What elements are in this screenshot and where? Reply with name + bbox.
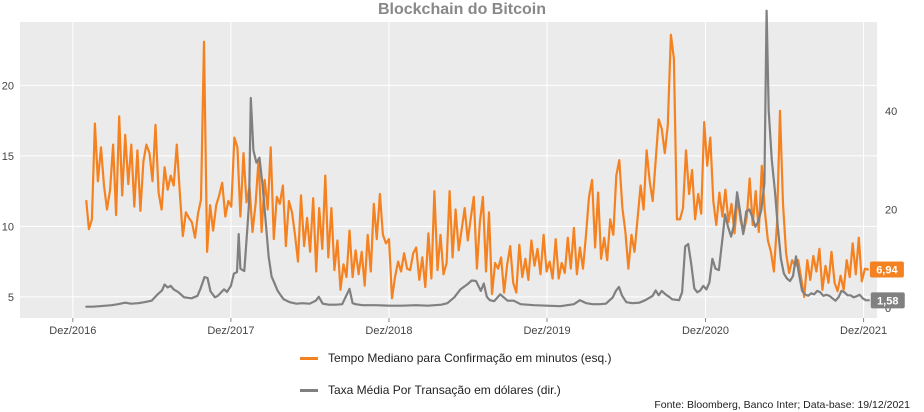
plot-background [20, 22, 877, 318]
end-label-box [869, 261, 904, 278]
grid [20, 22, 877, 318]
legend-label-tempo: Tempo Mediano para Confirmação em minuto… [328, 351, 612, 365]
y-right-tick-label: 20 [885, 204, 897, 216]
x-tick-label: Dez/2020 [682, 325, 729, 337]
x-tick-label: Dez/2019 [523, 325, 570, 337]
y-left-tick-label: 10 [2, 221, 14, 233]
end-label-taxa: 1,58 [870, 292, 905, 309]
legend: Tempo Mediano para Confirmação em minuto… [300, 346, 611, 410]
chart-title: Blockchain do Bitcoin [378, 1, 546, 18]
y-left-tick-label: 15 [2, 151, 14, 163]
legend-item-taxa: Taxa Média Por Transação em dólares (dir… [300, 378, 611, 402]
x-tick-label: Dez/2018 [365, 325, 412, 337]
legend-item-tempo: Tempo Mediano para Confirmação em minuto… [300, 346, 611, 370]
end-label-text: 1,58 [877, 295, 898, 307]
y-right-tick-label: 40 [885, 106, 897, 118]
x-tick-label: Dez/2021 [840, 325, 887, 337]
source-note: Fonte: Bloomberg, Banco Inter; Data-base… [654, 399, 910, 411]
end-labels: 6,94 1,58 [869, 261, 905, 309]
legend-swatch-gray [300, 388, 318, 392]
y-left-tick-label: 20 [2, 80, 14, 92]
x-tick-label: Dez/2016 [49, 325, 96, 337]
end-label-tempo: 6,94 [869, 261, 904, 278]
series-line-taxa [85, 9, 870, 308]
legend-label-taxa: Taxa Média Por Transação em dólares (dir… [328, 383, 561, 397]
end-label-text: 6,94 [876, 265, 898, 277]
chart: Blockchain do Bitcoin 5 10 15 20 0 20 40 Dez/20… [2, 1, 905, 337]
series-lines [85, 9, 870, 308]
y-left-tick-label: 5 [8, 292, 14, 304]
end-label-box [870, 292, 905, 309]
y-right-tick-label: 0 [885, 303, 891, 315]
legend-swatch-orange [300, 356, 318, 360]
axes: 5 10 15 20 0 20 40 Dez/2016 Dez/2017 Dez/2018 Dez/… [2, 80, 898, 337]
x-tick-label: Dez/2017 [207, 325, 254, 337]
